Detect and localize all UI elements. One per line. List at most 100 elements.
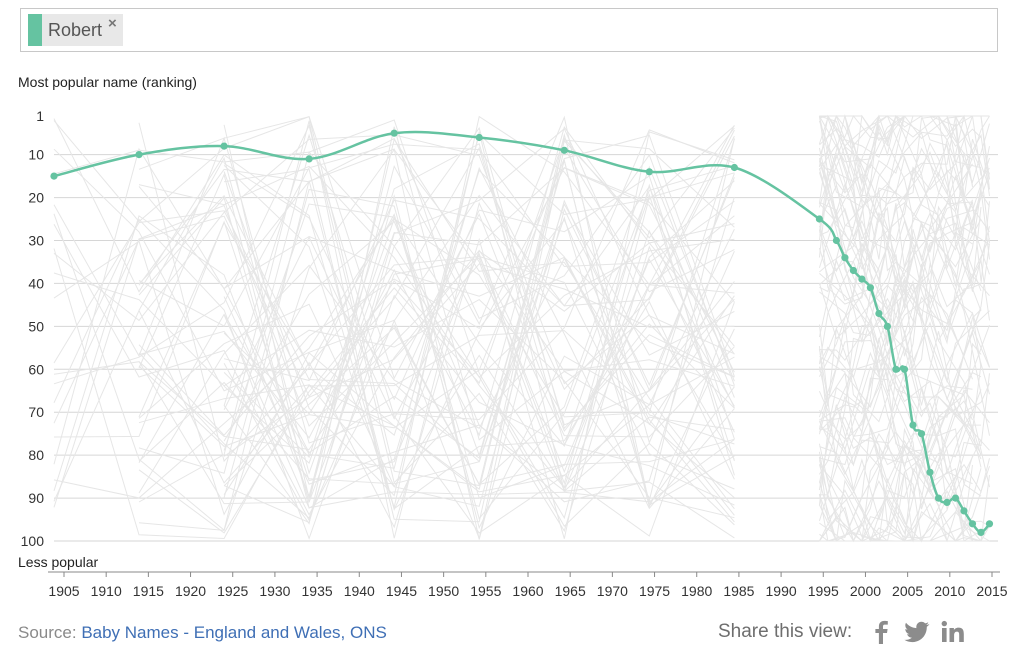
linkedin-icon[interactable] (938, 619, 968, 645)
background-line (818, 384, 973, 543)
source-text: Source: Baby Names - England and Wales, … (18, 623, 387, 643)
background-line (53, 138, 735, 503)
y-tick-label: 70 (28, 404, 44, 420)
background-line (53, 204, 735, 508)
background-line (819, 428, 973, 543)
data-point (832, 236, 841, 245)
background-line (223, 158, 735, 509)
y-tick-label: 50 (28, 318, 44, 334)
background-line (818, 404, 982, 542)
ranking-line-chart: 1 10 20 30 40 50 60 70 80 90 100 1905 1910 1915 1920 19… (21, 108, 1008, 599)
data-point (883, 322, 892, 330)
background-line (138, 202, 735, 485)
background-line (818, 322, 973, 529)
background-line (138, 148, 735, 531)
background-line (138, 127, 735, 534)
background-line (138, 302, 735, 537)
background-line (818, 231, 973, 506)
data-point (135, 151, 143, 159)
background-line (818, 115, 990, 240)
x-tick-label: 1950 (428, 583, 459, 599)
twitter-icon[interactable] (902, 619, 932, 645)
background-line (53, 167, 735, 531)
background-line (223, 263, 735, 457)
y-tick-label: 90 (28, 490, 44, 506)
background-line (53, 223, 735, 516)
background-line (818, 115, 990, 253)
facebook-icon[interactable] (866, 619, 896, 645)
background-line (818, 365, 982, 476)
background-line (138, 151, 735, 474)
y-tick-label: 60 (28, 361, 44, 377)
data-point (730, 163, 739, 172)
background-line (818, 155, 990, 407)
background-line (223, 138, 735, 464)
background-line (818, 327, 990, 542)
background-line (818, 258, 990, 418)
x-tick-label: 2010 (934, 583, 965, 599)
background-line (819, 115, 990, 260)
data-point (943, 498, 951, 506)
y-tick-label: 1 (36, 108, 44, 124)
source-prefix: Source: (18, 623, 82, 642)
data-point (560, 146, 568, 154)
background-line (138, 116, 735, 487)
y-axis-label-top: Most popular name (ranking) (18, 74, 197, 90)
background-line (138, 143, 735, 327)
selected-name-tag[interactable]: Robert × (28, 14, 123, 46)
share-label: Share this view: (718, 621, 853, 642)
data-point (951, 494, 960, 502)
data-point (985, 520, 994, 528)
data-point (858, 275, 866, 283)
data-point (917, 430, 926, 438)
data-point (875, 309, 883, 318)
x-tick-label: 1995 (808, 583, 839, 599)
data-point (390, 129, 398, 137)
background-line (138, 173, 735, 509)
tag-label: Robert (48, 20, 103, 40)
background-line (819, 115, 990, 322)
background-line (224, 139, 735, 523)
x-tick-label: 1980 (681, 583, 712, 599)
background-line (819, 157, 990, 325)
background-line (223, 115, 735, 510)
y-tick-label: 20 (28, 190, 44, 206)
background-line (818, 201, 973, 273)
name-search-box[interactable]: Robert × (20, 8, 998, 52)
background-line (818, 115, 990, 292)
data-point (909, 421, 917, 429)
x-tick-label: 1955 (470, 583, 501, 599)
x-tick-label: 1985 (723, 583, 754, 599)
source-link[interactable]: Baby Names - England and Wales, ONS (81, 623, 387, 642)
x-tick-label: 1910 (91, 583, 122, 599)
background-name-lines (53, 114, 990, 543)
background-line (818, 283, 990, 396)
remove-tag-icon[interactable]: × (108, 14, 117, 32)
background-line (53, 272, 735, 519)
data-point (892, 365, 900, 373)
background-line (138, 134, 735, 447)
background-line (223, 162, 735, 440)
x-tick-label: 1965 (555, 583, 586, 599)
data-point (220, 142, 228, 150)
background-line (223, 131, 735, 539)
data-point (866, 284, 875, 292)
background-line (818, 190, 973, 380)
background-line (818, 114, 990, 275)
background-line (223, 126, 735, 525)
background-line (818, 412, 990, 521)
background-line (53, 165, 735, 486)
x-tick-label: 1930 (259, 583, 290, 599)
x-tick-label: 1945 (386, 583, 417, 599)
background-line (223, 133, 735, 534)
data-point (475, 133, 483, 142)
y-tick-label: 40 (28, 275, 44, 291)
x-tick-label: 1935 (302, 583, 333, 599)
x-tick-label: 1990 (766, 583, 797, 599)
data-point (977, 528, 985, 536)
background-line (223, 165, 735, 520)
data-point (50, 172, 58, 180)
background-line (819, 425, 982, 521)
background-line (818, 115, 982, 194)
data-point (934, 494, 943, 502)
